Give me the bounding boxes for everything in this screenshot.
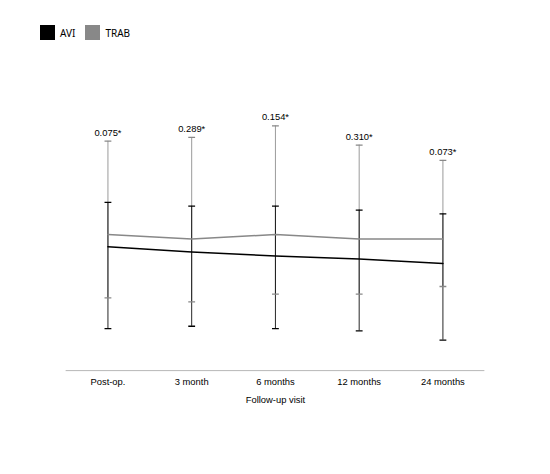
svg-text:Follow-up visit: Follow-up visit bbox=[246, 394, 306, 405]
svg-text:Post-op.: Post-op. bbox=[90, 376, 125, 387]
svg-text:3 month: 3 month bbox=[175, 376, 209, 387]
svg-text:12 months: 12 months bbox=[337, 376, 381, 387]
html-text:TRAB: TRAB bbox=[105, 25, 131, 40]
svg-text:0.310*: 0.310* bbox=[346, 131, 373, 142]
svg-text:0.075*: 0.075* bbox=[94, 127, 121, 138]
svg-text:6 months: 6 months bbox=[256, 376, 295, 387]
svg-text:0.289*: 0.289* bbox=[178, 123, 205, 134]
svg-text:0.073*: 0.073* bbox=[429, 146, 456, 157]
svg-text:0.154*: 0.154* bbox=[262, 111, 289, 122]
html-text:AVI: AVI bbox=[60, 25, 76, 40]
svg-text:24 months: 24 months bbox=[421, 376, 465, 387]
